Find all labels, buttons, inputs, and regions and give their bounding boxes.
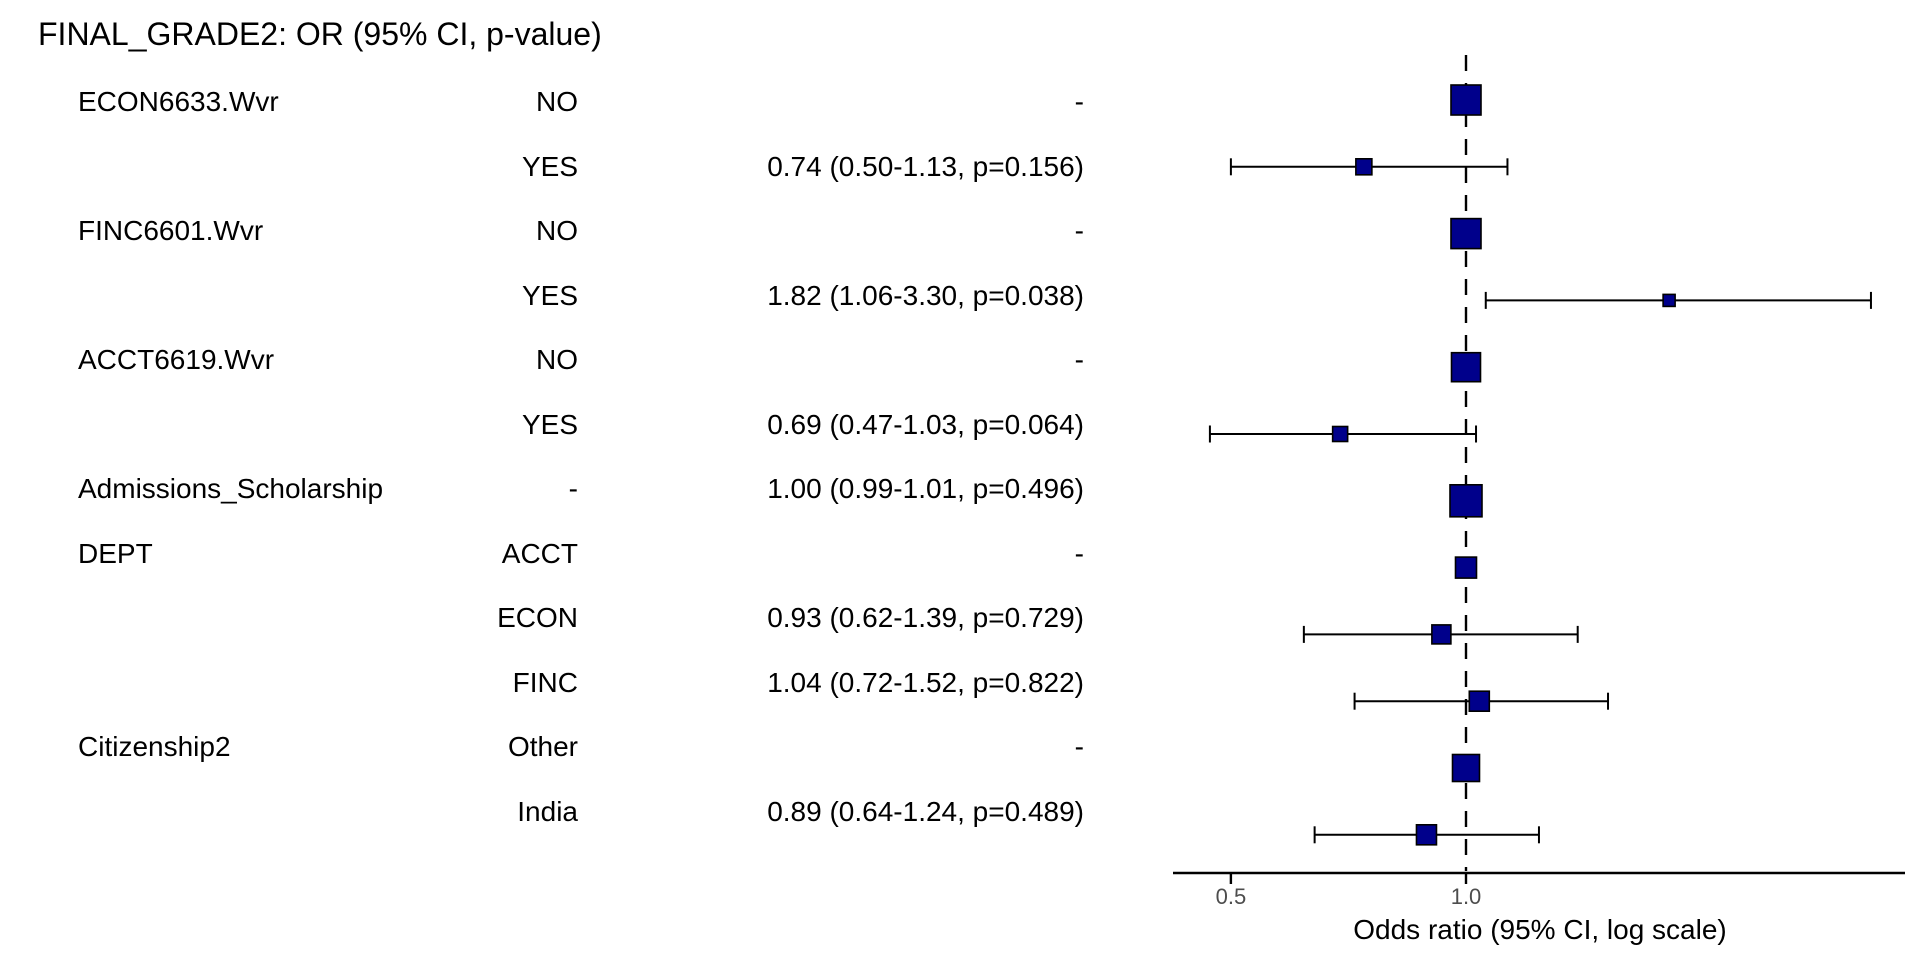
row-estimate-label: 0.74 (0.50-1.13, p=0.156) xyxy=(767,150,1084,182)
row-estimate-label: - xyxy=(1074,731,1084,762)
forest-box-reference xyxy=(1454,556,1478,579)
row-estimate-label: - xyxy=(1074,537,1084,569)
forest-box xyxy=(1468,690,1491,713)
row-level-label: India xyxy=(517,795,578,827)
row-level-label: NO xyxy=(536,86,578,117)
row-estimate-label: 0.93 (0.62-1.39, p=0.729) xyxy=(767,602,1084,633)
row-estimate-label: 1.00 (0.99-1.01, p=0.496) xyxy=(767,473,1084,504)
forest-box xyxy=(1431,624,1452,645)
forest-box xyxy=(1415,823,1438,846)
forest-box xyxy=(1449,483,1483,518)
forest-box xyxy=(1355,158,1373,176)
forest-box-reference xyxy=(1450,217,1482,250)
page-title: FINAL_GRADE2: OR (95% CI, p-value) xyxy=(38,16,602,52)
forest-box-reference xyxy=(1450,351,1482,383)
forest-box xyxy=(1331,425,1349,443)
row-level-label: - xyxy=(568,473,578,504)
row-level-label: Other xyxy=(507,731,578,762)
row-estimate-label: - xyxy=(1074,86,1084,117)
row-variable-label: FINC6601.Wvr xyxy=(78,215,264,246)
x-axis-title: Odds ratio (95% CI, log scale) xyxy=(1353,914,1727,945)
row-estimate-label: 0.69 (0.47-1.03, p=0.064) xyxy=(767,408,1084,440)
row-variable-label: ECON6633.Wvr xyxy=(78,86,279,117)
row-level-label: YES xyxy=(521,279,578,311)
row-variable-label: ACCT6619.Wvr xyxy=(78,344,275,375)
row-level-label: FINC xyxy=(512,666,578,698)
forest-box-reference xyxy=(1450,84,1482,116)
row-estimate-label: 1.82 (1.06-3.30, p=0.038) xyxy=(767,279,1084,311)
row-level-label: NO xyxy=(536,344,578,375)
row-estimate-label: - xyxy=(1074,344,1084,375)
row-variable-label: Citizenship2 xyxy=(78,731,231,762)
x-axis-tick-label: 1.0 xyxy=(1450,884,1482,909)
x-axis-tick-label: 0.5 xyxy=(1215,884,1247,909)
row-level-label: ECON xyxy=(497,602,578,633)
row-level-label: YES xyxy=(521,150,578,182)
row-variable-label: DEPT xyxy=(78,537,153,569)
forest-box-reference xyxy=(1451,753,1481,783)
row-estimate-label: 1.04 (0.72-1.52, p=0.822) xyxy=(767,666,1084,698)
row-level-label: NO xyxy=(536,215,578,246)
row-variable-label: Admissions_Scholarship xyxy=(78,473,384,504)
row-estimate-label: - xyxy=(1074,215,1084,246)
forest-box xyxy=(1662,293,1676,308)
row-estimate-label: 0.89 (0.64-1.24, p=0.489) xyxy=(767,795,1084,827)
row-level-label: ACCT xyxy=(501,537,578,569)
row-level-label: YES xyxy=(521,408,578,440)
